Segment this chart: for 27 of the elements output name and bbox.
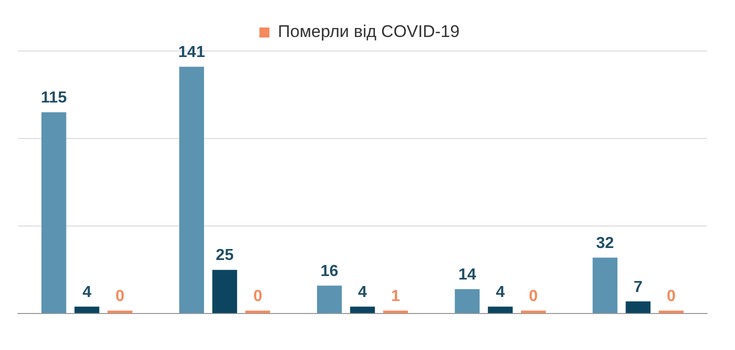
- bar: [626, 301, 650, 314]
- bar: [383, 310, 408, 314]
- bar: [179, 66, 204, 314]
- bar: [74, 306, 100, 314]
- data-label: 4: [496, 284, 505, 302]
- data-label: 115: [40, 90, 67, 107]
- bar: [212, 270, 238, 314]
- data-label: 0: [528, 288, 538, 306]
- data-label: 4: [82, 284, 92, 302]
- bar: [454, 289, 480, 314]
- bar: [350, 306, 375, 314]
- data-label: 25: [216, 247, 234, 264]
- data-label: 0: [253, 288, 262, 306]
- data-label: 0: [666, 288, 676, 306]
- data-label: 4: [358, 284, 368, 302]
- bar: [592, 258, 618, 314]
- data-label: 32: [596, 234, 614, 252]
- data-label: 1: [391, 288, 400, 306]
- data-label: 16: [320, 262, 338, 280]
- data-label: 14: [458, 266, 476, 284]
- data-label: 141: [178, 44, 206, 62]
- data-label: 0: [116, 288, 125, 306]
- bar: [317, 286, 342, 314]
- bar: [488, 306, 513, 314]
- data-label: 7: [634, 278, 643, 296]
- bar: [41, 112, 66, 314]
- legend-label: Померли від COVID-19: [278, 22, 460, 42]
